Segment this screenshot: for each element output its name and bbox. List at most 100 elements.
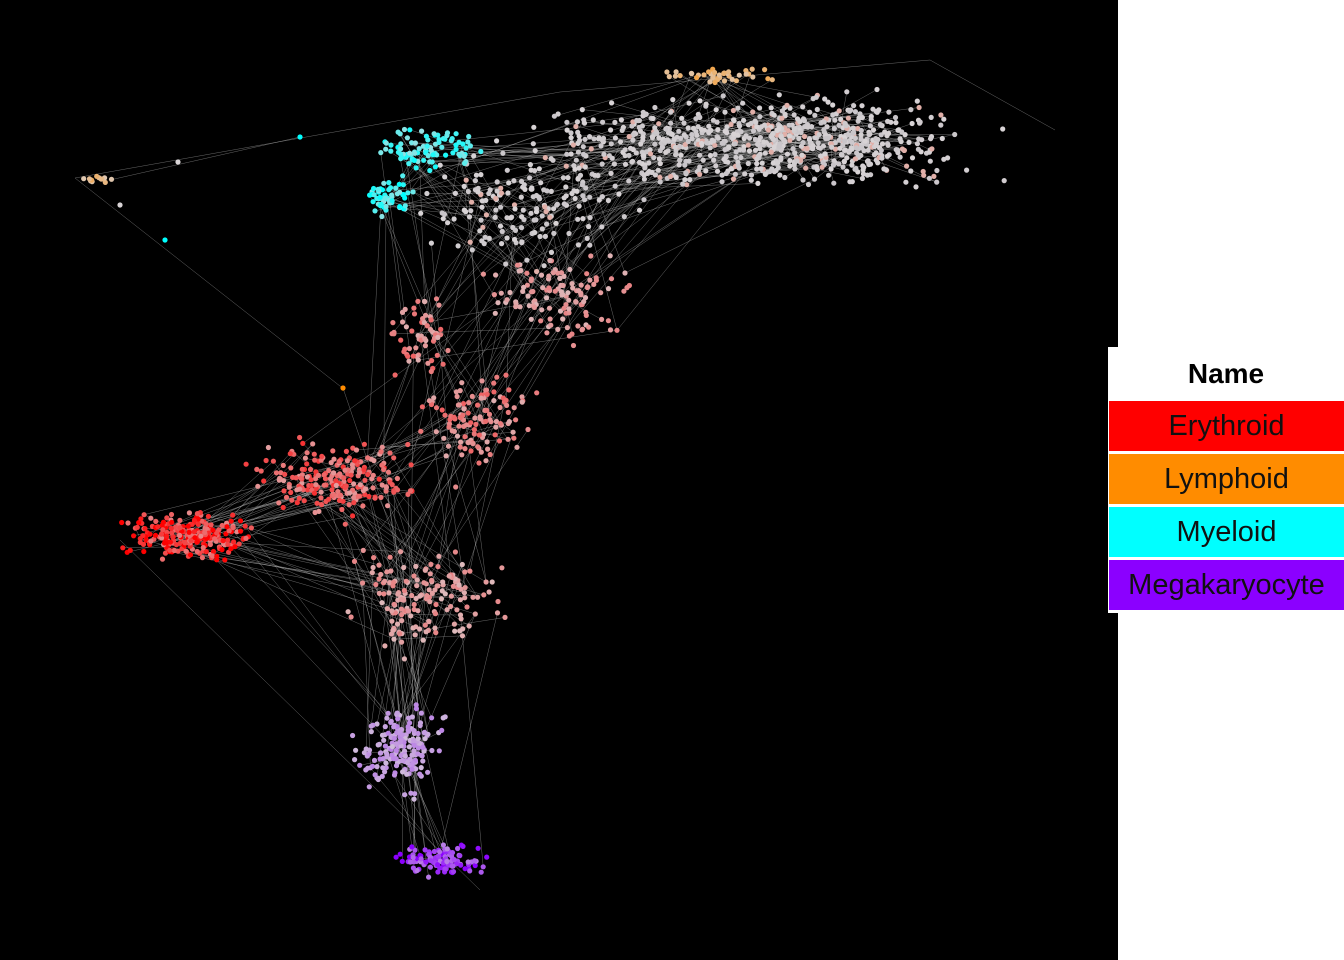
graph-node — [347, 477, 353, 484]
graph-node — [492, 432, 498, 438]
graph-node — [485, 446, 491, 452]
graph-node — [452, 628, 458, 634]
graph-node — [397, 631, 403, 637]
graph-node — [475, 402, 481, 408]
graph-node — [553, 220, 559, 226]
graph-node — [311, 490, 318, 496]
graph-node — [452, 549, 458, 555]
graph-node — [830, 162, 837, 168]
graph-node — [387, 580, 393, 586]
graph-node — [429, 577, 435, 583]
graph-node — [99, 176, 105, 182]
graph-node — [451, 216, 457, 222]
graph-node — [297, 434, 303, 441]
graph-node — [466, 623, 472, 629]
graph-node — [864, 172, 871, 178]
graph-node — [609, 100, 615, 106]
graph-node — [664, 69, 670, 75]
graph-node — [592, 172, 598, 178]
graph-node — [700, 157, 706, 163]
graph-node — [399, 154, 405, 161]
graph-node — [601, 151, 607, 157]
graph-node — [120, 545, 126, 551]
graph-node — [365, 455, 371, 461]
graph-node — [465, 139, 471, 145]
graph-node — [668, 109, 674, 115]
graph-node — [405, 353, 411, 359]
graph-node — [656, 156, 663, 162]
graph-node — [461, 183, 467, 189]
graph-node — [803, 165, 809, 171]
graph-node — [791, 112, 797, 118]
graph-node — [531, 304, 538, 310]
graph-node — [304, 487, 311, 493]
graph-node — [706, 130, 712, 136]
graph-node — [177, 517, 183, 524]
graph-node — [694, 75, 700, 81]
graph-node — [651, 155, 657, 161]
graph-node — [765, 127, 772, 133]
graph-node — [676, 128, 682, 134]
graph-node — [398, 146, 404, 152]
graph-node — [551, 230, 557, 236]
graph-node — [873, 150, 879, 156]
graph-node — [210, 548, 217, 555]
graph-node — [449, 850, 456, 856]
graph-node — [294, 487, 300, 493]
graph-node — [814, 167, 820, 173]
graph-node — [205, 513, 211, 520]
graph-node — [591, 136, 597, 142]
graph-node — [533, 209, 540, 215]
graph-node — [393, 763, 400, 769]
graph-node — [532, 148, 538, 154]
graph-node — [408, 613, 414, 619]
graph-node — [573, 123, 579, 130]
graph-node — [534, 268, 540, 275]
graph-node — [593, 275, 599, 281]
graph-node — [412, 632, 418, 638]
graph-node — [381, 737, 387, 743]
graph-node — [859, 144, 865, 151]
graph-node — [438, 326, 444, 332]
graph-node — [580, 216, 586, 222]
graph-node — [428, 858, 434, 864]
graph-node — [586, 223, 592, 230]
graph-node — [875, 160, 881, 166]
graph-node — [573, 157, 579, 163]
graph-node — [351, 494, 357, 501]
graph-node — [352, 458, 358, 464]
graph-node — [698, 126, 705, 132]
graph-node — [479, 204, 485, 210]
graph-node — [194, 548, 200, 555]
graph-node — [622, 161, 629, 167]
graph-node — [558, 270, 565, 276]
graph-node — [852, 156, 858, 162]
graph-node — [683, 170, 689, 176]
graph-node — [752, 136, 759, 143]
graph-node — [405, 724, 411, 730]
graph-node — [376, 576, 382, 582]
graph-node — [732, 141, 738, 147]
graph-node — [722, 128, 728, 134]
graph-node — [384, 569, 390, 575]
graph-node — [721, 78, 728, 84]
graph-node — [351, 481, 357, 487]
graph-node — [677, 73, 683, 79]
graph-node — [686, 100, 692, 106]
graph-node — [393, 741, 399, 747]
graph-node — [544, 330, 550, 336]
graph-node — [383, 760, 389, 766]
graph-node — [422, 736, 428, 742]
graph-node — [363, 486, 369, 492]
graph-node — [754, 161, 760, 167]
graph-node — [382, 769, 388, 775]
graph-node — [452, 190, 458, 196]
graph-node — [311, 451, 317, 457]
graph-node — [850, 130, 856, 136]
graph-node — [420, 758, 426, 764]
graph-node — [828, 166, 834, 172]
graph-node — [418, 856, 424, 862]
graph-node — [413, 706, 419, 712]
graph-node — [712, 69, 718, 76]
graph-node — [403, 578, 409, 584]
